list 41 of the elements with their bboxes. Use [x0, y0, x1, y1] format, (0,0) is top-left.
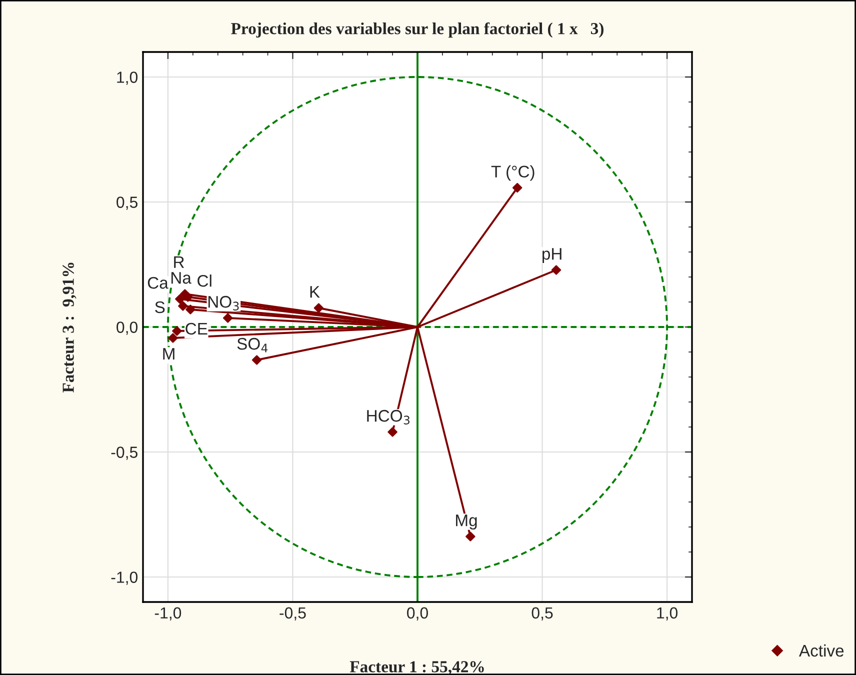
annotation: T (°C)	[491, 165, 534, 181]
point	[222, 313, 233, 323]
x-tick-label: -0,5	[280, 607, 306, 620]
y-tick-label: -1,0	[111, 572, 138, 585]
annotation: S	[155, 301, 165, 314]
annotation: Ca	[148, 276, 168, 289]
y-axis-title: Facteur 3 : 9,91%	[62, 262, 76, 393]
point	[551, 265, 562, 275]
annotation: HCO$_{3}$	[367, 410, 410, 424]
point	[186, 304, 196, 314]
x-tick-label: 0,5	[532, 607, 553, 620]
point	[168, 333, 178, 343]
y-tick-label: 1,0	[117, 72, 138, 85]
x-axis-title: Facteur 1 : 55,42%	[350, 661, 484, 675]
annotation: R	[174, 256, 184, 268]
annotation: Mg	[456, 514, 477, 530]
annotation: Cl	[198, 274, 212, 287]
y-tick-label: -0,5	[111, 446, 138, 460]
point	[175, 294, 185, 304]
annotation: K	[310, 286, 320, 298]
legend-label: Active	[798, 644, 844, 657]
x-tick-label: 0,0	[407, 607, 428, 620]
x-tick-label: -1,0	[154, 607, 182, 620]
point	[172, 326, 182, 336]
point	[252, 355, 262, 365]
point	[512, 182, 522, 193]
point	[183, 292, 193, 302]
annotation: Na	[171, 272, 192, 284]
chart-title: Projection des variables sur le plan factoriel ( 1 x 3)	[231, 22, 604, 38]
annotation: CE	[186, 322, 208, 335]
point	[466, 532, 476, 542]
annotation: pH	[542, 248, 562, 264]
point	[314, 303, 324, 313]
y-tick-label: 0,0	[116, 322, 138, 335]
point	[388, 427, 398, 437]
x-tick-label: 1,0	[657, 607, 678, 620]
annotation: NO$_{3}$	[208, 296, 239, 310]
point	[178, 301, 188, 311]
annotation: M	[163, 348, 174, 360]
annotation: SO$_{4}$	[237, 338, 268, 352]
y-tick-label: 0,5	[116, 196, 138, 210]
